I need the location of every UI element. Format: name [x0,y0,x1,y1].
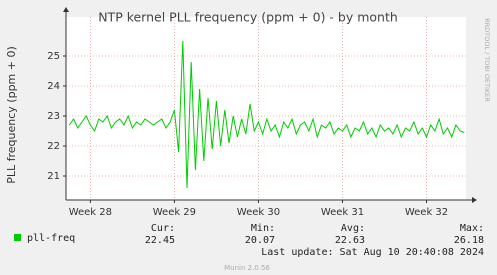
y-tick-label: 25 [47,51,60,62]
stat-label: Cur: [151,223,175,234]
y-tick-label: 22 [47,141,60,152]
y-tick-label: 21 [47,171,60,182]
stat-label: Min: [251,223,275,234]
stat-value: 20.07 [245,235,275,246]
stat-value: 26.18 [454,235,484,246]
stat-value: 22.63 [335,235,365,246]
x-tick-label: Week 29 [153,207,196,218]
plot-area [66,17,466,200]
chart-title: NTP kernel PLL frequency (ppm + 0) - by … [98,10,398,25]
x-axis-arrow [472,197,477,203]
legend-swatch [14,234,21,241]
watermark: RRDTOOL / TOBI OETIKER [483,18,491,102]
x-tick-label: Week 32 [405,207,448,218]
stat-label: Avg: [341,223,365,234]
x-tick-label: Week 31 [321,207,364,218]
last-update: Last update: Sat Aug 10 20:40:08 2024 [261,247,484,258]
y-axis-arrow [63,7,69,12]
y-axis-label: PLL frequency (ppm + 0) [5,46,18,184]
y-tick-label: 24 [47,81,60,92]
y-tick-label: 23 [47,111,60,122]
series-line [68,40,465,189]
x-tick-label: Week 28 [69,207,112,218]
footer: Munin 2.0.56 [224,264,270,272]
stat-value: 22.45 [145,235,175,246]
legend-label: pll-freq [27,233,75,244]
x-tick-label: Week 30 [237,207,280,218]
stat-label: Max: [460,223,484,234]
